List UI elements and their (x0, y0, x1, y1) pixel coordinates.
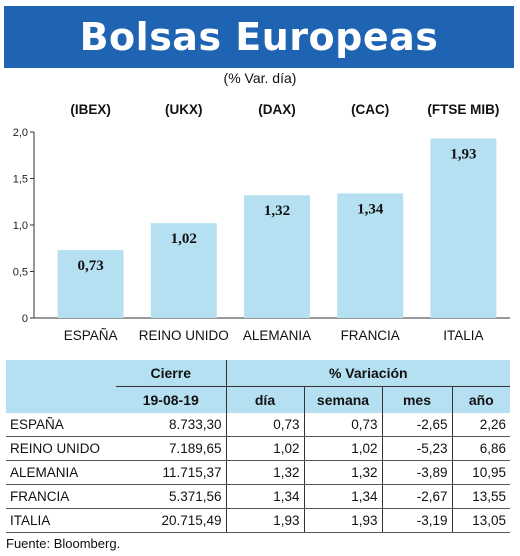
cell-semana: 1,93 (303, 508, 382, 533)
bar-5 (430, 138, 497, 318)
table-row: ESPAÑA 8.733,30 0,73 0,73 -2,65 2,26 (6, 413, 511, 437)
header-date: 19-08-19 (116, 386, 226, 413)
market-table: Cierre % Variación 19-08-19 día semana m… (6, 360, 511, 533)
category-label: ESPAÑA (64, 328, 118, 343)
bar-value-label: 1,32 (264, 203, 290, 219)
cell-country: FRANCIA (6, 484, 116, 509)
category-label: FRANCIA (341, 328, 400, 343)
y-tick-label: 0,5 (13, 267, 28, 279)
index-label: (DAX) (258, 102, 296, 117)
cell-dia: 1,32 (225, 460, 304, 485)
bar-2 (150, 223, 217, 318)
index-label: (FTSE MIB) (427, 102, 499, 117)
cell-cierre: 5.371,56 (116, 484, 226, 509)
cell-country: ALEMANIA (6, 460, 116, 485)
index-label: (IBEX) (70, 102, 111, 117)
bar-4 (337, 193, 404, 318)
cell-ano: 13,55 (451, 484, 511, 509)
bar-value-label: 1,34 (357, 201, 384, 217)
y-tick-label: 1,0 (13, 220, 28, 232)
cell-cierre: 20.715,49 (116, 508, 226, 533)
cell-dia: 0,73 (225, 413, 304, 437)
header-ano: año (451, 386, 511, 413)
bar-value-label: 0,73 (77, 258, 103, 274)
header-cierre: Cierre (116, 360, 226, 387)
table-row: REINO UNIDO 7.189,65 1,02 1,02 -5,23 6,86 (6, 436, 511, 461)
cell-semana: 0,73 (303, 413, 382, 437)
index-label: (CAC) (351, 102, 389, 117)
cell-country: ESPAÑA (6, 413, 116, 437)
cell-semana: 1,02 (303, 436, 382, 461)
index-label: (UKX) (165, 102, 203, 117)
table-row: FRANCIA 5.371,56 1,34 1,34 -2,67 13,55 (6, 484, 511, 509)
cell-cierre: 11.715,37 (116, 460, 226, 485)
header-dia: día (225, 386, 304, 413)
header-variacion: % Variación (225, 360, 511, 387)
y-tick-label: 0 (22, 313, 28, 325)
category-label: ITALIA (443, 328, 483, 343)
bar-3 (244, 195, 310, 318)
cell-dia: 1,93 (225, 508, 304, 533)
table-row: ALEMANIA 11.715,37 1,32 1,32 -3,89 10,95 (6, 460, 511, 485)
header-blank (6, 360, 116, 387)
cell-mes: -5,23 (381, 436, 452, 461)
header-semana: semana (303, 386, 382, 413)
cell-mes: -3,89 (381, 460, 452, 485)
bar-value-label: 1,02 (171, 231, 197, 247)
cell-dia: 1,02 (225, 436, 304, 461)
bar-1 (57, 250, 124, 318)
cell-semana: 1,34 (303, 484, 382, 509)
chart-title: Bolsas Europeas (4, 6, 514, 68)
bar-chart: 0 0,5 1,0 1,5 2,0 0,73 ESPAÑA (IBEX) 1,02 REINO … (13, 102, 510, 343)
cell-dia: 1,34 (225, 484, 304, 509)
table-row: ITALIA 20.715,49 1,93 1,93 -3,19 13,05 (6, 508, 511, 533)
bar-value-label: 1,93 (450, 147, 476, 163)
header-blank-2 (6, 386, 116, 413)
cell-country: ITALIA (6, 508, 116, 533)
category-label: ALEMANIA (243, 328, 311, 343)
y-tick-label: 1,5 (13, 174, 28, 186)
y-tick-label: 2,0 (13, 127, 28, 139)
cell-mes: -2,67 (381, 484, 452, 509)
cell-semana: 1,32 (303, 460, 382, 485)
source-note: Fuente: Bloomberg. (6, 536, 121, 551)
cell-country: REINO UNIDO (6, 436, 116, 461)
cell-ano: 10,95 (451, 460, 511, 485)
cell-ano: 6,86 (451, 436, 511, 461)
cell-mes: -3,19 (381, 508, 452, 533)
category-label: REINO UNIDO (139, 328, 229, 343)
cell-mes: -2,65 (381, 413, 452, 437)
cell-ano: 13,05 (451, 508, 511, 533)
cell-cierre: 8.733,30 (116, 413, 226, 437)
cell-ano: 2,26 (451, 413, 511, 437)
header-mes: mes (381, 386, 452, 413)
chart-subtitle: (% Var. día) (223, 70, 297, 86)
cell-cierre: 7.189,65 (116, 436, 226, 461)
